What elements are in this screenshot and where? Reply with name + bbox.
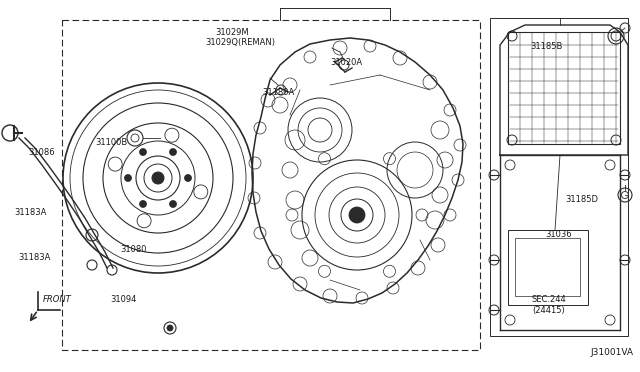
Circle shape (184, 174, 191, 182)
Bar (490, 18, 628, 336)
Bar (508, 32, 620, 144)
Circle shape (152, 172, 164, 184)
Text: 31029M: 31029M (215, 28, 248, 37)
Circle shape (170, 201, 177, 208)
Circle shape (170, 148, 177, 155)
Text: 31185D: 31185D (565, 195, 598, 204)
Text: 31180A: 31180A (262, 88, 294, 97)
Circle shape (349, 207, 365, 223)
Circle shape (140, 148, 147, 155)
Text: 31080: 31080 (120, 245, 147, 254)
Text: SEC.244: SEC.244 (532, 295, 567, 304)
Text: FRONT: FRONT (43, 295, 72, 304)
Text: 31094: 31094 (110, 295, 136, 304)
Bar (515, 238, 580, 296)
Text: 31100B: 31100B (95, 138, 127, 147)
Bar (62, 20, 480, 350)
Text: J31001VA: J31001VA (590, 348, 633, 357)
Bar (508, 230, 588, 305)
Text: (24415): (24415) (532, 306, 564, 315)
Circle shape (167, 325, 173, 331)
Text: 31185B: 31185B (530, 42, 563, 51)
Text: 31183A: 31183A (14, 208, 46, 217)
Text: 31020A: 31020A (330, 58, 362, 67)
Text: 31086: 31086 (28, 148, 54, 157)
Text: 31036: 31036 (545, 230, 572, 239)
Circle shape (140, 201, 147, 208)
Text: 31183A: 31183A (18, 253, 51, 262)
Circle shape (125, 174, 131, 182)
Text: 31029Q(REMAN): 31029Q(REMAN) (205, 38, 275, 47)
